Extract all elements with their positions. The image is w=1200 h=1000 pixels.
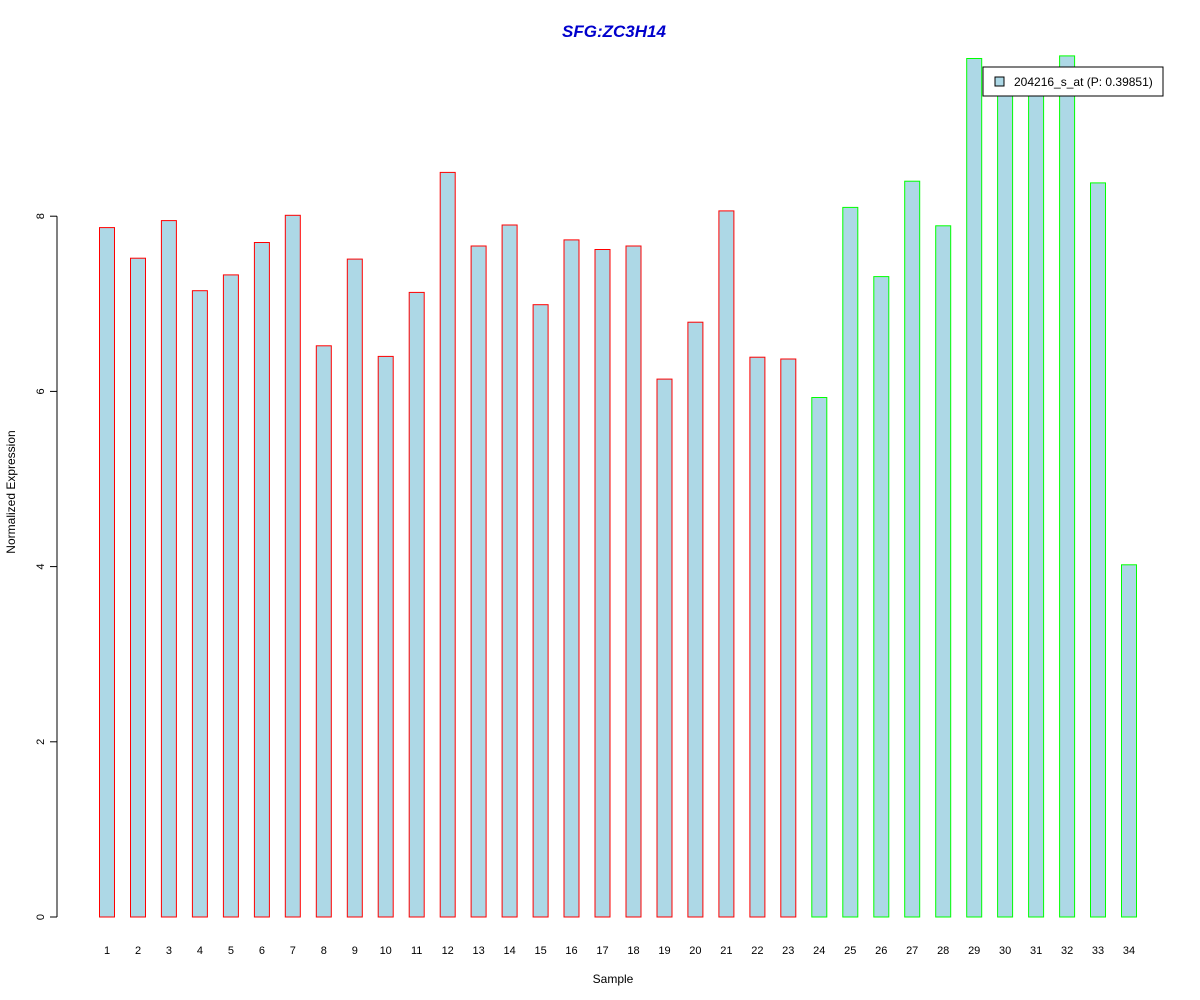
- x-tick-label: 13: [472, 945, 484, 957]
- x-tick-label: 1: [104, 945, 110, 957]
- chart-title: SFG:ZC3H14: [562, 22, 666, 41]
- bars-group: [99, 55, 1137, 918]
- x-axis-labels: 1 2 3 4 5 6 7 8 9 10 11 12 13 14 15 16 17 18 19 20 21 22 23 24 2…: [104, 945, 1135, 957]
- x-tick-label: 10: [380, 945, 392, 957]
- bar-sample-6: [253, 242, 270, 918]
- x-tick-label: 23: [782, 945, 794, 957]
- bar-sample-24: [811, 397, 828, 918]
- x-tick-label: 12: [442, 945, 454, 957]
- y-axis-title: Normalized Expression: [4, 430, 18, 553]
- bar-sample-9: [346, 258, 363, 918]
- x-tick-label: 26: [875, 945, 887, 957]
- legend-swatch: [994, 76, 1005, 87]
- bar-sample-23: [780, 358, 797, 918]
- bar-sample-12: [439, 171, 456, 918]
- x-tick-label: 18: [627, 945, 639, 957]
- x-tick-label: 17: [596, 945, 608, 957]
- bar-sample-33: [1090, 182, 1106, 918]
- bar-sample-29: [966, 58, 983, 918]
- x-axis-title: Sample: [593, 972, 634, 986]
- bar-sample-14: [501, 224, 518, 918]
- x-tick-label: 3: [166, 945, 172, 957]
- legend-label: 204216_s_at (P: 0.39851): [1014, 75, 1153, 89]
- x-tick-label: 15: [534, 945, 546, 957]
- bar-sample-21: [718, 210, 735, 918]
- bar-sample-25: [842, 206, 859, 918]
- x-tick-label: 20: [689, 945, 701, 957]
- x-tick-label: 19: [658, 945, 670, 957]
- x-tick-label: 4: [197, 945, 203, 957]
- bar-sample-11: [408, 291, 425, 918]
- bar-sample-28: [935, 225, 952, 918]
- x-tick-label: 21: [720, 945, 732, 957]
- bar-sample-16: [563, 239, 580, 918]
- bar-sample-26: [873, 276, 890, 918]
- x-tick-label: 14: [503, 945, 515, 957]
- x-tick-label: 31: [1030, 945, 1042, 957]
- x-tick-label: 9: [352, 945, 358, 957]
- x-tick-label: 28: [937, 945, 949, 957]
- x-tick-label: 22: [751, 945, 763, 957]
- bar-sample-27: [904, 180, 921, 918]
- x-tick-label: 7: [290, 945, 296, 957]
- y-tick-label: 4: [35, 564, 47, 570]
- legend-box: [982, 66, 1164, 97]
- bar-sample-7: [284, 214, 301, 918]
- bar-sample-8: [315, 345, 332, 918]
- bar-sample-3: [160, 220, 177, 918]
- legend: 204216_s_at (P: 0.39851): [982, 66, 1164, 97]
- y-tick-label: 6: [35, 388, 47, 394]
- x-tick-label: 6: [259, 945, 265, 957]
- bar-sample-4: [191, 290, 208, 918]
- bar-sample-31: [1028, 84, 1045, 918]
- bar-sample-17: [594, 249, 611, 918]
- bar-sample-5: [222, 274, 239, 918]
- bar-sample-18: [625, 245, 642, 918]
- y-tick-label: 8: [35, 213, 47, 219]
- y-axis: 0 2 4 6 8: [35, 213, 58, 920]
- bar-sample-20: [687, 321, 704, 918]
- bar-sample-30: [997, 75, 1014, 918]
- bar-sample-34: [1121, 564, 1137, 918]
- x-tick-label: 2: [135, 945, 141, 957]
- bar-sample-2: [130, 257, 146, 918]
- x-tick-label: 29: [968, 945, 980, 957]
- x-tick-label: 5: [228, 945, 234, 957]
- x-tick-label: 8: [321, 945, 327, 957]
- bar-sample-22: [749, 356, 766, 918]
- x-tick-label: 11: [411, 945, 422, 957]
- x-tick-label: 33: [1092, 945, 1104, 957]
- x-tick-label: 24: [813, 945, 825, 957]
- x-tick-label: 32: [1061, 945, 1073, 957]
- bar-sample-32: [1059, 55, 1076, 918]
- bar-sample-19: [656, 378, 673, 918]
- bar-sample-13: [470, 245, 487, 918]
- x-tick-label: 30: [999, 945, 1011, 957]
- x-tick-label: 16: [565, 945, 577, 957]
- bar-sample-1: [99, 227, 115, 918]
- x-tick-label: 34: [1123, 945, 1135, 957]
- x-tick-label: 25: [844, 945, 856, 957]
- x-tick-label: 27: [906, 945, 918, 957]
- y-tick-label: 0: [35, 914, 47, 920]
- bar-sample-15: [532, 304, 549, 918]
- y-tick-label: 2: [35, 739, 47, 745]
- bar-sample-10: [377, 355, 394, 918]
